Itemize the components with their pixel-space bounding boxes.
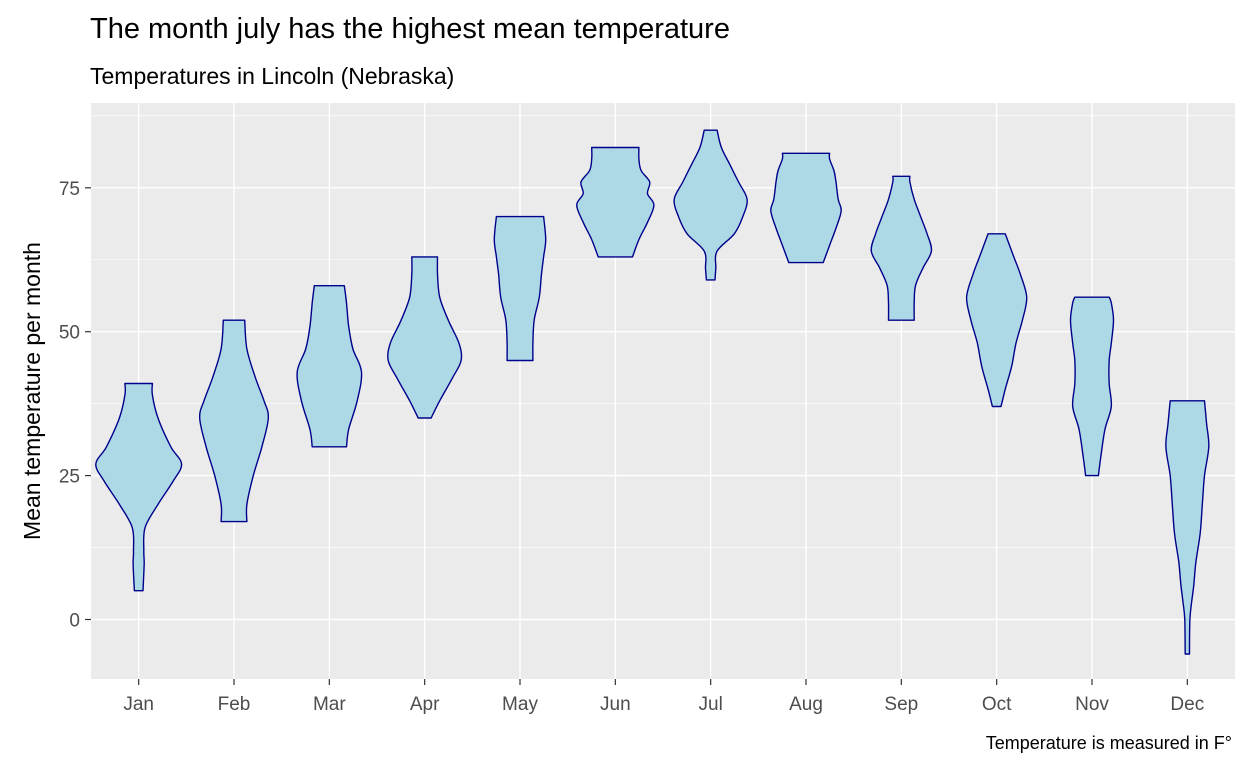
y-tick-label: 75 <box>59 179 80 200</box>
plot-panel <box>91 103 1235 679</box>
x-tick-label: Nov <box>1075 694 1109 715</box>
violin-dec <box>1165 400 1210 655</box>
y-tick-label: 0 <box>69 611 80 632</box>
x-axis: Jan Feb Mar Apr May Jun Jul Aug Sep Oct Nov Dec <box>123 679 1204 715</box>
y-axis-title: Mean temperature per month <box>19 242 45 540</box>
violin-jan <box>95 382 183 592</box>
violin-feb <box>198 319 270 523</box>
violin-mar <box>296 285 363 448</box>
y-tick-label: 50 <box>59 323 80 344</box>
caption: Temperature is measured in F° <box>986 733 1232 753</box>
x-tick-label: Oct <box>982 694 1012 715</box>
violin-aug <box>770 152 842 264</box>
violin-oct <box>965 233 1028 408</box>
violin-jul <box>673 129 748 281</box>
x-tick-label: Jan <box>123 694 154 715</box>
x-tick-label: Jun <box>600 694 631 715</box>
x-tick-label: Feb <box>218 694 251 715</box>
violins <box>95 129 1210 655</box>
y-tick-label: 25 <box>59 467 80 488</box>
violin-may <box>493 215 547 362</box>
violin-sep <box>870 175 933 321</box>
chart-title: The month july has the highest mean temp… <box>90 13 730 45</box>
violin-jun <box>576 146 655 258</box>
x-tick-label: Sep <box>884 694 918 715</box>
x-tick-label: May <box>502 694 538 715</box>
chart-subtitle: Temperatures in Lincoln (Nebraska) <box>90 63 454 89</box>
violin-apr <box>387 256 463 419</box>
x-tick-label: Jul <box>699 694 723 715</box>
y-axis: 0 25 50 75 <box>59 179 91 632</box>
violin-nov <box>1069 296 1115 477</box>
x-tick-label: Dec <box>1170 694 1204 715</box>
x-tick-label: Apr <box>410 694 440 715</box>
x-tick-label: Aug <box>789 694 823 715</box>
x-tick-label: Mar <box>313 694 346 715</box>
